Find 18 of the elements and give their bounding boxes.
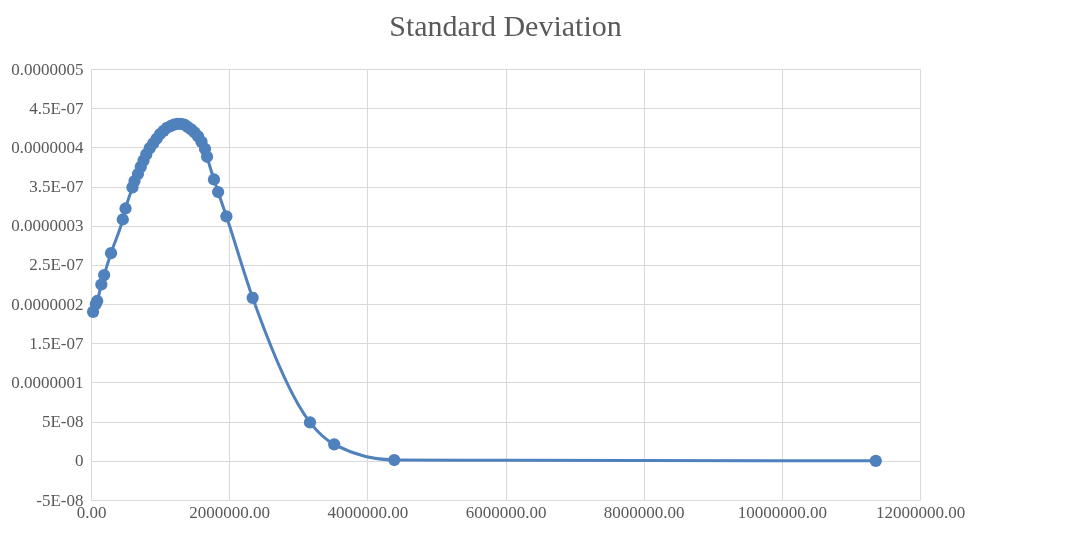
chart-title: Standard Deviation xyxy=(389,9,622,42)
x-tick-label: 6000000.00 xyxy=(465,502,547,522)
y-tick-label: 0.0000002 xyxy=(11,294,84,314)
y-tick-label: 4.5E-07 xyxy=(29,98,84,118)
y-tick-label: 3.5E-07 xyxy=(29,177,84,197)
y-tick-label: 0.0000001 xyxy=(11,372,84,392)
y-tick-label: 5E-08 xyxy=(41,412,84,432)
y-tick-label: 0.0000003 xyxy=(11,216,84,236)
x-tick-label: 10000000.00 xyxy=(737,502,827,522)
y-tick-label: 0.0000004 xyxy=(11,137,84,157)
x-tick-label: 2000000.00 xyxy=(189,502,271,522)
y-tick-label: 0.0000005 xyxy=(11,59,84,79)
y-tick-label: 2.5E-07 xyxy=(29,255,84,275)
x-tick-label: 4000000.00 xyxy=(327,502,409,522)
x-tick-label: 8000000.00 xyxy=(603,502,685,522)
x-tick-label: 12000000.00 xyxy=(875,502,966,522)
y-tick-label: 1.5E-07 xyxy=(29,333,84,353)
y-tick-label: 0 xyxy=(75,451,84,471)
